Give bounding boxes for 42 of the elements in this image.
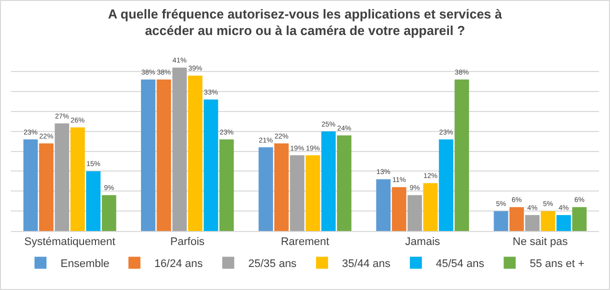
bar: [376, 179, 391, 231]
x-tick-label: Rarement: [280, 236, 330, 248]
legend-label: Ensemble: [60, 258, 110, 270]
bar: [219, 139, 234, 231]
bar: [39, 143, 54, 231]
bar: [204, 99, 218, 231]
bar: [438, 139, 454, 231]
legend-label: 25/35 ans: [248, 258, 298, 270]
bar: [336, 135, 352, 231]
legend-label: 16/24 ans: [154, 258, 204, 270]
bar: [525, 215, 540, 231]
bar: [70, 127, 85, 231]
bar: [274, 143, 289, 231]
bar: [556, 215, 571, 231]
legend-label: 55 ans et +: [530, 258, 584, 270]
bar: [172, 68, 187, 231]
bar: [102, 195, 116, 231]
bar: [392, 187, 406, 231]
bar: [454, 80, 470, 231]
bar: [540, 211, 556, 231]
bar: [572, 207, 587, 231]
bar: [509, 207, 524, 231]
legend-label: 45/54 ans: [436, 258, 485, 270]
bar: [290, 155, 304, 231]
legend-label: 35/44 ans: [342, 258, 391, 270]
bar: [54, 123, 70, 231]
x-tick-label: Jamais: [405, 236, 441, 248]
bar: [86, 171, 101, 231]
bar: [306, 155, 320, 231]
bar: [188, 76, 202, 231]
x-tick-label: Systématiquement: [24, 236, 116, 248]
bar: [258, 147, 274, 231]
bar: [140, 80, 156, 231]
x-tick-label: Parfois: [170, 236, 206, 248]
bar: [156, 80, 172, 231]
x-tick-label: Ne sait pas: [512, 236, 568, 248]
bar: [423, 183, 438, 231]
chart-title: A quelle fréquence autorisez-vous les applications et services à accéder au micro ou à la caméra de votre appareil ?: [108, 6, 503, 38]
bar: [408, 195, 422, 231]
bar: [321, 131, 336, 231]
bar: [23, 139, 38, 231]
bar: [494, 211, 508, 231]
